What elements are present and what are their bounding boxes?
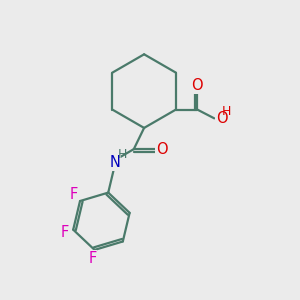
Text: N: N <box>109 155 120 170</box>
Text: O: O <box>216 111 227 126</box>
Text: F: F <box>70 188 78 202</box>
Text: F: F <box>88 251 97 266</box>
Text: F: F <box>61 225 69 240</box>
Text: H: H <box>118 148 127 161</box>
Text: H: H <box>222 105 231 119</box>
Text: O: O <box>156 142 167 157</box>
Text: O: O <box>191 78 203 93</box>
